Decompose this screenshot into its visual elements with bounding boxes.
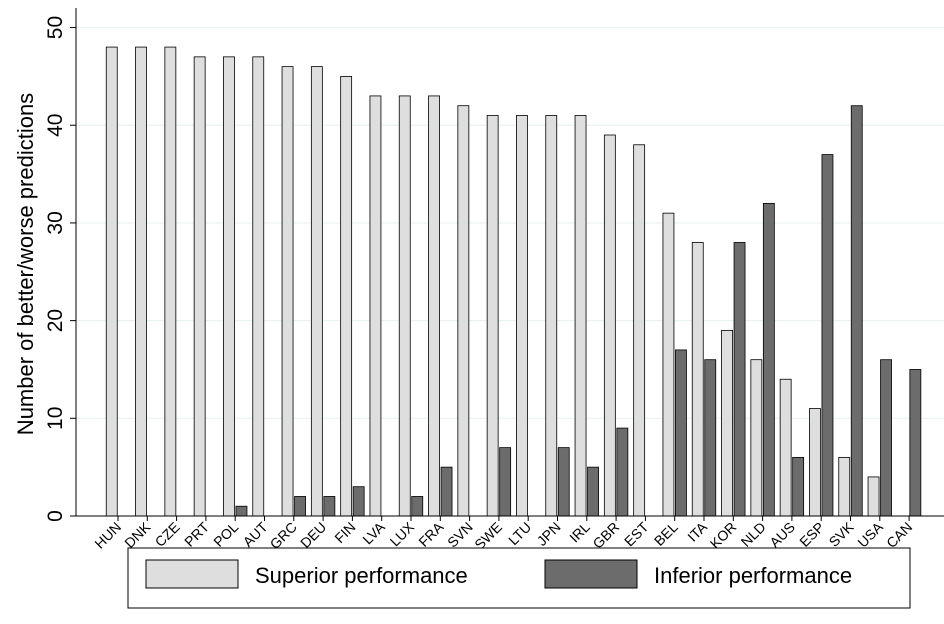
x-tick-label-deu: DEU [297,519,329,551]
bar-superior-prt [193,56,206,517]
bar-superior-svn [457,105,470,517]
legend-frame [127,547,911,609]
bar-superior-pol [223,56,235,517]
bar-inferior-bel [675,349,687,517]
x-tick-label-irl: IRL [566,519,593,546]
x-tick-label-svn: SVN [444,519,476,551]
x-tick-label-svk: SVK [825,518,857,550]
y-tick-label-40: 40 [44,114,67,137]
x-tick-label-fin: FIN [331,519,358,546]
x-tick-label-lux: LUX [387,518,418,549]
bar-superior-usa [867,476,880,517]
x-tick-label-esp: ESP [796,519,827,550]
legend-label-inferior: Inferior performance [654,563,852,588]
legend-swatch-superior [145,559,239,589]
y-tick-label-20: 20 [44,309,67,332]
bar-inferior-nld [762,202,775,517]
bar-inferior-kor [733,242,746,517]
bar-inferior-irl [587,466,599,517]
y-tick-label-50: 50 [44,16,67,39]
bar-inferior-fin [352,486,365,517]
x-tick-label-hun: HUN [91,519,124,552]
x-tick-label-can: CAN [883,519,915,551]
x-tick-label-kor: KOR [707,519,740,552]
bar-superior-cze [164,46,177,517]
bar-superior-jpn [545,115,558,517]
bar-superior-deu [310,66,323,517]
bar-inferior-usa [880,359,892,517]
bar-inferior-jpn [557,447,570,517]
bar-superior-fra [428,95,440,517]
x-tick-label-jpn: JPN [534,519,564,549]
x-tick-label-prt: PRT [181,518,212,549]
bar-superior-svk [838,456,851,517]
x-tick-label-nld: NLD [738,519,769,550]
x-tick-label-aus: AUS [766,519,798,551]
bar-inferior-svk [850,105,863,517]
bar-superior-dnk [135,46,147,517]
bar-inferior-can [909,369,922,517]
bar-superior-bel [662,212,675,517]
x-tick-label-bel: BEL [651,519,681,549]
legend-swatch-inferior [544,559,638,589]
legend-label-superior: Superior performance [255,563,468,588]
bar-superior-est [633,144,646,517]
x-tick-label-gbr: GBR [589,519,622,552]
bar-superior-nld [750,359,763,517]
x-tick-label-fra: FRA [415,518,447,550]
x-tick-label-est: EST [621,518,652,549]
bar-superior-kor [721,329,733,517]
x-tick-label-cze: CZE [152,519,183,550]
bar-superior-grc [281,66,294,517]
gridlines [76,26,944,419]
y-tick-label-0: 0 [44,510,67,522]
y-axis-title: Number of better/worse predictions [13,93,38,435]
bar-superior-swe [486,115,499,517]
bar-superior-ltu [516,115,528,517]
bar-inferior-fra [440,466,453,517]
axes [70,8,944,521]
bar-inferior-esp [821,154,834,517]
bar-superior-aut [252,56,265,517]
y-tick-label-10: 10 [44,407,67,430]
bar-superior-lux [398,95,411,517]
bar-superior-irl [574,115,587,517]
bar-inferior-aus [792,456,805,517]
bar-superior-hun [105,46,118,517]
bar-inferior-ita [704,359,717,517]
bar-inferior-lux [411,496,424,517]
bar-inferior-pol [235,505,248,517]
bar-inferior-gbr [616,427,629,517]
bar-superior-fin [340,75,353,517]
bar-superior-aus [779,378,792,517]
bar-superior-gbr [603,134,616,517]
x-tick-label-aut: AUT [240,518,271,549]
bar-inferior-swe [499,447,512,517]
x-tick-label-dnk: DNK [121,518,154,551]
bars [105,46,922,517]
y-tick-label-30: 30 [44,211,67,234]
legend: Superior performance Inferior performanc… [127,547,911,609]
bar-superior-lva [369,95,382,517]
x-tick-label-grc: GRC [267,519,300,552]
y-tick-labels: 0 10 20 30 40 50 [44,16,67,522]
bar-inferior-deu [323,496,336,517]
bar-superior-ita [691,242,704,517]
x-tick-label-usa: USA [854,518,886,550]
bar-inferior-grc [294,496,306,517]
x-tick-label-ltu: LTU [505,519,534,548]
x-tick-label-lva: LVA [359,518,388,547]
bar-superior-esp [809,408,821,517]
x-tick-label-pol: POL [210,519,241,550]
